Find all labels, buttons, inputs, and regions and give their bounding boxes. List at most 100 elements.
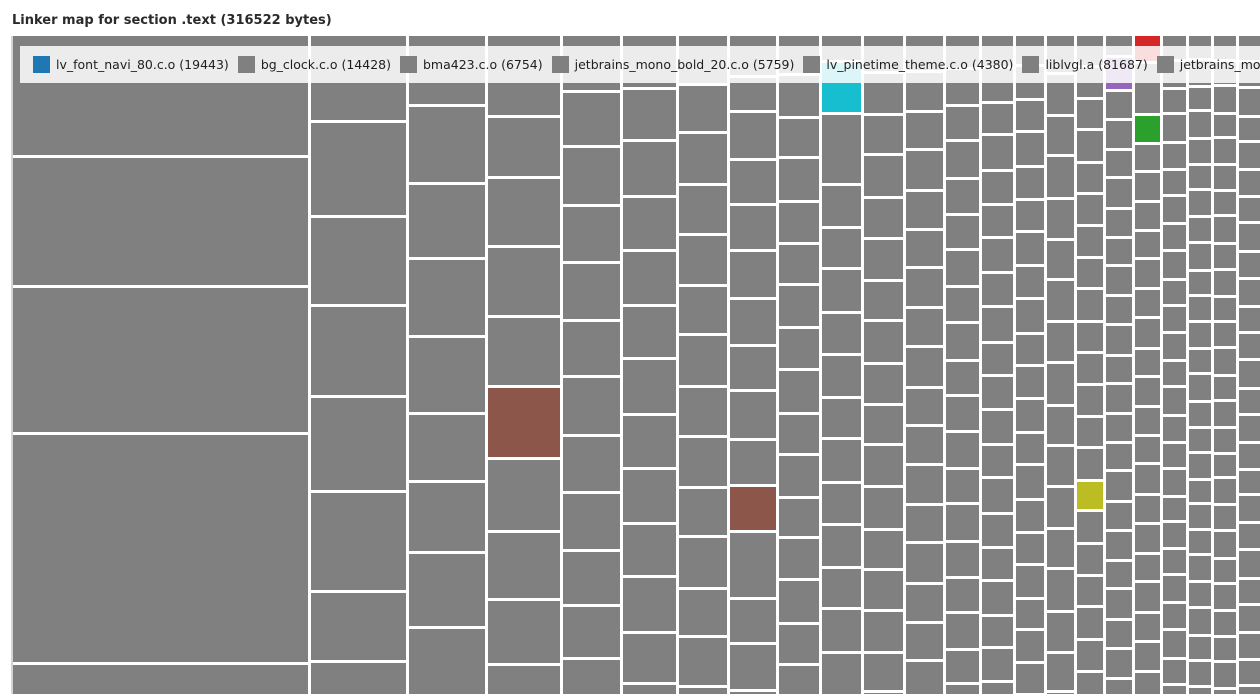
- treemap-cell: [488, 248, 560, 315]
- treemap-cell: [1214, 560, 1236, 582]
- treemap-cell: [1239, 89, 1260, 115]
- treemap-cell: [946, 324, 979, 359]
- treemap-cell: [1239, 551, 1260, 577]
- treemap-cell: [13, 665, 308, 694]
- treemap-cell: [1077, 290, 1103, 320]
- treemap-cell: [779, 159, 819, 200]
- treemap-cell: [679, 236, 727, 284]
- treemap-cell: [1189, 556, 1211, 580]
- treemap-cell: [1106, 121, 1132, 148]
- treemap-cell: [623, 360, 676, 413]
- treemap-cell: [822, 654, 861, 694]
- treemap-cell: [1214, 245, 1236, 268]
- treemap-cell: [1163, 686, 1186, 694]
- treemap-cell: [1239, 280, 1260, 305]
- treemap-cell: [488, 460, 560, 530]
- treemap-cell: [1163, 307, 1186, 331]
- treemap-cell: [779, 371, 819, 412]
- treemap-cell: [1135, 583, 1160, 611]
- treemap-cell: [563, 148, 620, 204]
- treemap-cell: [1077, 259, 1103, 287]
- treemap-cell: [679, 134, 727, 183]
- treemap-cell: [1077, 449, 1103, 479]
- treemap-cell: [1106, 590, 1132, 618]
- treemap-cell: [1214, 638, 1236, 660]
- treemap-cell: [1239, 308, 1260, 331]
- treemap-cell: [1239, 687, 1260, 694]
- treemap-cell: [1163, 252, 1186, 278]
- treemap-cell: [679, 186, 727, 233]
- treemap-cell: [982, 617, 1013, 646]
- treemap-cell: [1016, 335, 1044, 364]
- treemap-cell: [1214, 139, 1236, 163]
- treemap-cell: [906, 113, 943, 148]
- treemap-cell: [1239, 198, 1260, 221]
- treemap-cell: [982, 515, 1013, 546]
- treemap-cell: [946, 362, 979, 394]
- treemap-cell: [822, 115, 861, 183]
- treemap-cell: [1047, 157, 1074, 197]
- treemap-cell: [409, 107, 485, 182]
- treemap-cell: [623, 685, 676, 694]
- treemap-cell: [1016, 400, 1044, 431]
- treemap-cell: [982, 582, 1013, 614]
- treemap-cell: [906, 544, 943, 582]
- treemap-cell: [946, 505, 979, 540]
- treemap-cell: [1189, 454, 1211, 478]
- legend-item: jetbrains_mono_bold_20.c.o (5759): [551, 56, 794, 73]
- treemap-cell: [779, 203, 819, 242]
- treemap-cell: [311, 493, 406, 590]
- treemap-cell: [679, 86, 727, 131]
- treemap-cell: [1189, 429, 1211, 451]
- treemap-cell: [1106, 92, 1132, 118]
- treemap-cell: [730, 113, 776, 158]
- treemap-cell: [1016, 133, 1044, 165]
- treemap-cell: [563, 93, 620, 145]
- treemap-cell: [730, 252, 776, 297]
- treemap-cell: [1214, 87, 1236, 112]
- treemap-cell: [1214, 115, 1236, 136]
- treemap-cell: [1189, 323, 1211, 347]
- treemap-cell: [906, 348, 943, 386]
- treemap-cell: [1214, 271, 1236, 295]
- treemap-cell: [1214, 217, 1236, 242]
- legend-item: bg_clock.c.o (14428): [237, 56, 391, 73]
- treemap-cell: [13, 435, 308, 662]
- treemap-cell: [1239, 661, 1260, 684]
- legend-swatch: [1022, 56, 1040, 73]
- treemap-cell: [1163, 470, 1186, 495]
- treemap-cell: [1189, 272, 1211, 294]
- treemap-cell: [1239, 390, 1260, 413]
- treemap-cell: [1047, 200, 1074, 238]
- treemap-cell: [1106, 326, 1132, 354]
- treemap-cell: [563, 607, 620, 657]
- treemap-cell: [1214, 429, 1236, 452]
- treemap-cell: [1214, 612, 1236, 635]
- treemap-cell: [409, 629, 485, 694]
- treemap-cell: [1214, 402, 1236, 426]
- treemap-cell: [1163, 388, 1186, 414]
- treemap-cell: [409, 415, 485, 480]
- treemap-cell: [1239, 524, 1260, 548]
- treemap-cell: [779, 329, 819, 368]
- treemap-cell: [488, 118, 560, 176]
- treemap-cell: [488, 601, 560, 663]
- treemap-cell: [1163, 604, 1186, 628]
- treemap-cell: [779, 415, 819, 453]
- treemap-cell: [1077, 673, 1103, 694]
- treemap-cell: [1163, 90, 1186, 112]
- treemap-cell: [779, 499, 819, 536]
- treemap-cell-brown: [488, 388, 560, 457]
- treemap-cell: [864, 116, 903, 153]
- treemap-cell: [1163, 660, 1186, 683]
- treemap-cell: [1077, 577, 1103, 605]
- treemap-cell: [1106, 357, 1132, 382]
- treemap-cell: [1239, 416, 1260, 441]
- treemap-cell: [1163, 334, 1186, 359]
- treemap-cell: [1163, 362, 1186, 385]
- treemap-cell: [1163, 171, 1186, 194]
- treemap-cell: [982, 172, 1013, 203]
- treemap-cell: [1077, 418, 1103, 446]
- treemap-cell: [906, 624, 943, 659]
